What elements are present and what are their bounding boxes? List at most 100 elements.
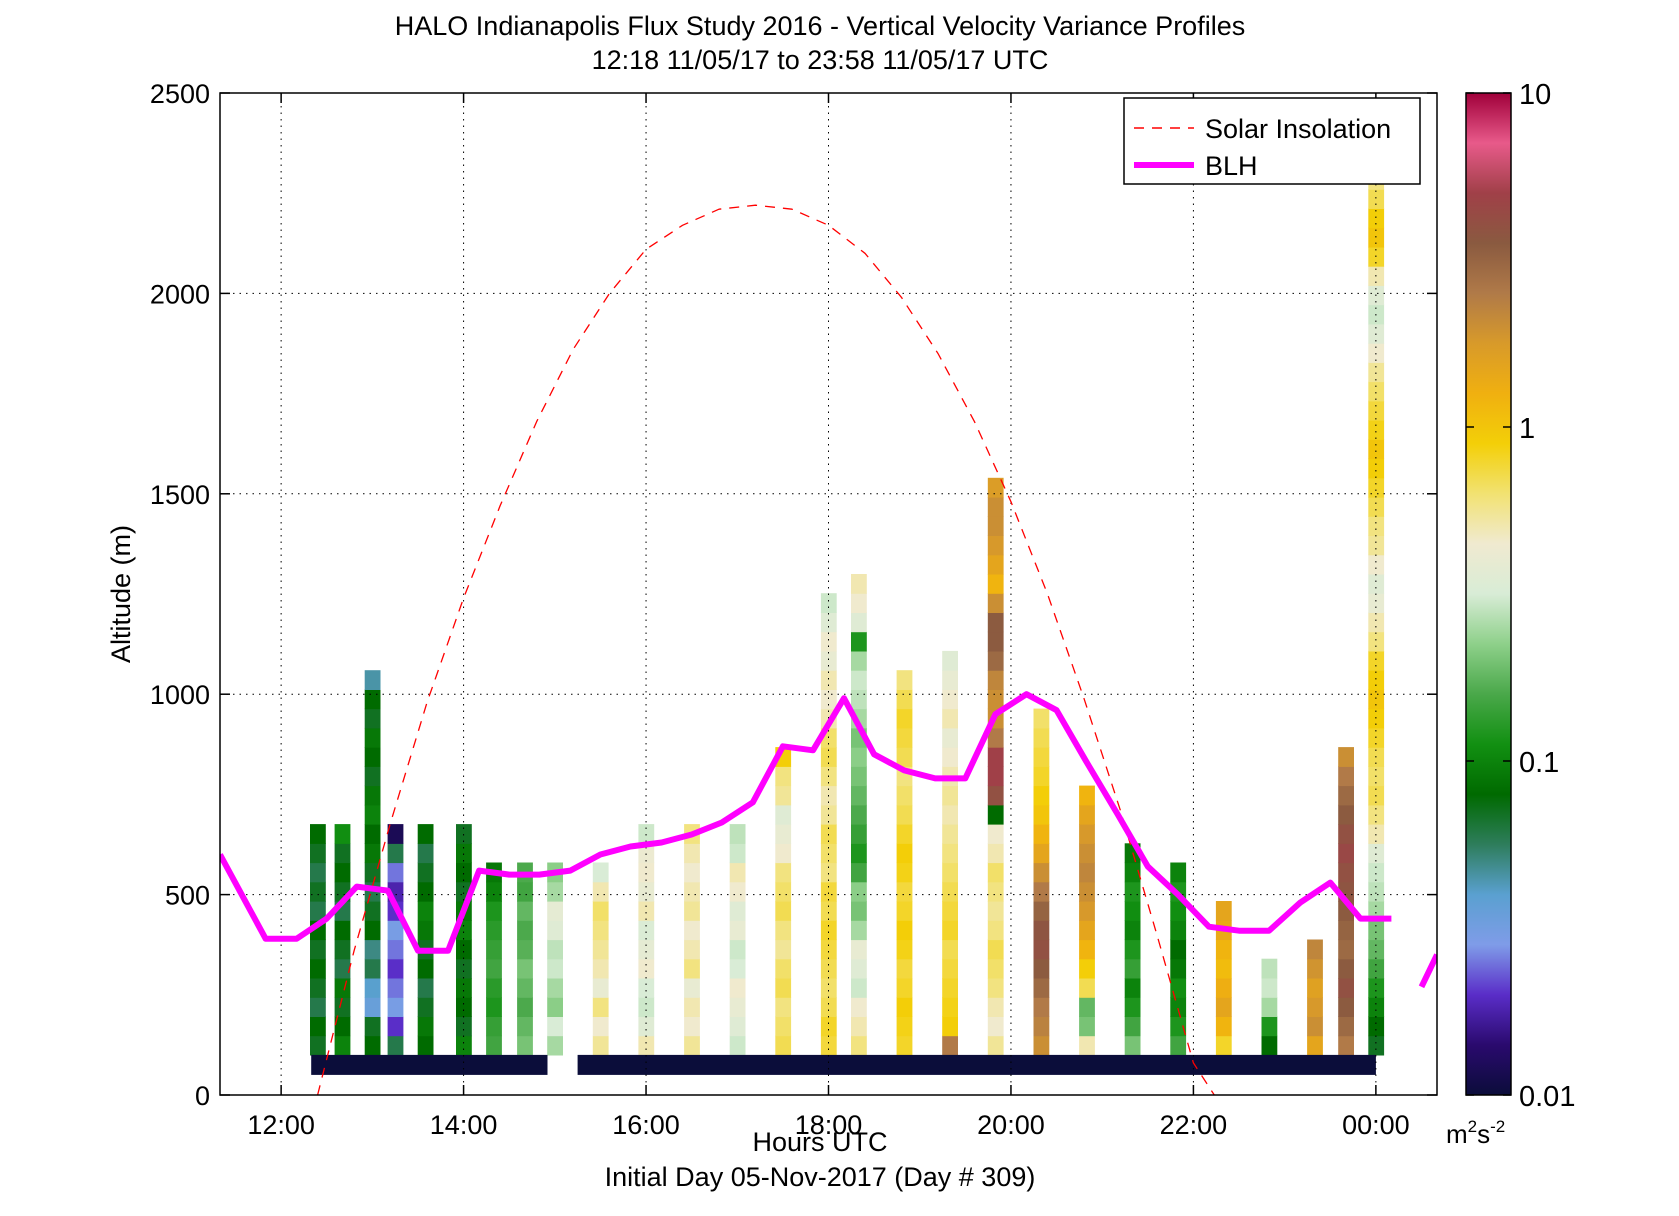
heatmap-cell — [592, 1035, 609, 1056]
heatmap-cell — [820, 1035, 837, 1056]
chart-subtitle: 12:18 11/05/17 to 23:58 11/05/17 UTC — [592, 45, 1049, 75]
x-tick-label: 00:00 — [1342, 1110, 1410, 1140]
heatmap-cell — [1079, 939, 1095, 960]
heatmap-cell — [684, 920, 700, 941]
heatmap-cell — [987, 939, 1004, 960]
heatmap-cell — [364, 824, 381, 844]
heatmap-cell — [820, 997, 837, 1017]
heatmap-cell — [638, 843, 655, 864]
heatmap-cell — [775, 824, 792, 844]
heatmap-cell — [417, 862, 434, 883]
heatmap-cell — [1124, 958, 1141, 979]
heatmap-cell — [942, 862, 958, 883]
heatmap-cell — [987, 747, 1004, 767]
heatmap-cell — [364, 978, 381, 998]
heatmap-cell — [1033, 958, 1050, 979]
heatmap-cell — [820, 978, 837, 998]
heatmap-cell — [775, 997, 792, 1017]
heatmap-cell — [517, 958, 533, 979]
heatmap-cell — [310, 1016, 326, 1037]
heatmap-cell — [638, 1035, 655, 1056]
heatmap-cell — [486, 1016, 502, 1037]
heatmap-cell — [1124, 881, 1141, 902]
heatmap-cell — [851, 997, 867, 1017]
heatmap-cell — [987, 862, 1004, 883]
heatmap-cell — [1368, 227, 1385, 248]
heatmap-cell — [1338, 1035, 1354, 1056]
heatmap-cell — [851, 939, 867, 960]
heatmap-cell — [1338, 785, 1354, 806]
heatmap-cell — [310, 824, 326, 844]
heatmap-cell — [1368, 631, 1385, 652]
heatmap-cell — [684, 978, 700, 998]
heatmap-cell — [1368, 208, 1385, 229]
heatmap-cell — [1033, 1035, 1050, 1056]
baseline-segment — [577, 1054, 1376, 1075]
heatmap-cell — [987, 574, 1004, 594]
heatmap-cell — [1338, 804, 1354, 825]
heatmap-cell — [987, 477, 1004, 498]
heatmap-cell — [1033, 727, 1050, 748]
heatmap-cell — [1170, 939, 1187, 960]
colorbar-tick-label: 0.1 — [1519, 747, 1559, 779]
heatmap-cell — [942, 901, 958, 921]
heatmap-cell — [417, 997, 434, 1017]
heatmap-cell — [592, 862, 609, 883]
heatmap-cell — [1170, 997, 1187, 1017]
heatmap-cell — [987, 1035, 1004, 1056]
heatmap-cell — [775, 785, 792, 806]
heatmap-cell — [1338, 1016, 1354, 1037]
heatmap-cell — [364, 785, 381, 806]
heatmap-cell — [851, 689, 867, 710]
heatmap-cell — [1033, 747, 1050, 767]
heatmap-cell — [987, 766, 1004, 787]
heatmap-cell — [1368, 939, 1385, 960]
heatmap-cell — [1368, 535, 1385, 556]
heatmap-cell — [456, 1035, 472, 1056]
heatmap-cell — [896, 689, 913, 710]
heatmap-cell — [942, 670, 958, 690]
heatmap-cell — [987, 843, 1004, 864]
heatmap-cell — [1215, 958, 1232, 979]
y-tick-label: 1500 — [150, 480, 210, 510]
heatmap-cell — [1368, 497, 1385, 517]
heatmap-cell — [517, 939, 533, 960]
heatmap-cell — [486, 881, 502, 902]
heatmap-cell — [775, 862, 792, 883]
heatmap-cell — [987, 689, 1004, 710]
x-tick-label: 16:00 — [612, 1110, 680, 1140]
heatmap-cell — [851, 862, 867, 883]
heatmap-cell — [820, 593, 837, 613]
heatmap-cell — [387, 1035, 404, 1056]
heatmap-cell — [820, 958, 837, 979]
heatmap-cell — [387, 843, 404, 864]
heatmap-cell — [987, 670, 1004, 690]
heatmap-cell — [987, 958, 1004, 979]
heatmap-cell — [987, 650, 1004, 671]
heatmap-cell — [364, 1016, 381, 1037]
heatmap-cell — [942, 785, 958, 806]
heatmap-cell — [364, 997, 381, 1017]
units-mid: s — [1477, 1119, 1490, 1149]
heatmap-cell — [1338, 978, 1354, 998]
heatmap-cell — [310, 978, 326, 998]
colorbar-gradient — [1465, 92, 1512, 1096]
heatmap-cell — [456, 958, 472, 979]
heatmap-cell — [334, 843, 351, 864]
heatmap-cell — [851, 785, 867, 806]
heatmap-cell — [334, 1016, 351, 1037]
heatmap-cell — [310, 1035, 326, 1056]
heatmap-cell — [775, 766, 792, 787]
heatmap-cell — [1079, 862, 1095, 883]
heatmap-cell — [851, 920, 867, 941]
heatmap-cell — [547, 901, 563, 921]
heatmap-cell — [987, 535, 1004, 556]
heatmap-cell — [684, 1016, 700, 1037]
heatmap-cell — [1307, 939, 1323, 960]
heatmap-cell — [896, 901, 913, 921]
heatmap-cell — [1079, 1035, 1095, 1056]
heatmap-cell — [896, 997, 913, 1017]
heatmap-cell — [1033, 920, 1050, 941]
baseline-bar — [311, 1054, 1376, 1075]
heatmap-cell — [851, 958, 867, 979]
